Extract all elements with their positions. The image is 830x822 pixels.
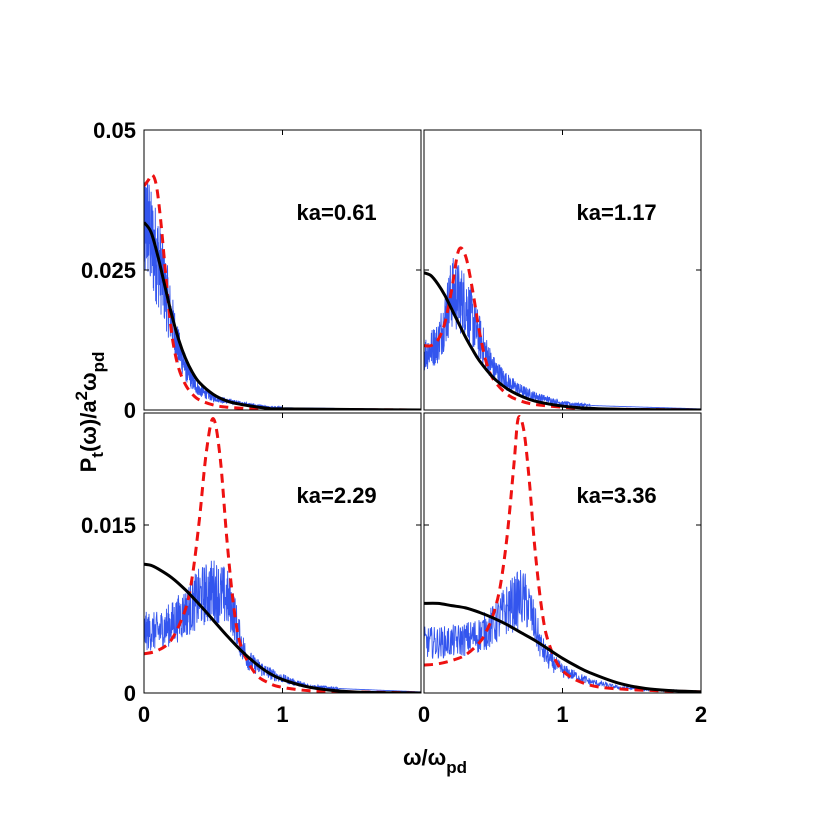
x-tick-label: 0 [418, 702, 430, 727]
panel-background [144, 130, 421, 410]
panel-label: ka=2.29 [297, 483, 377, 508]
panel-ka=0.61: ka=0.61 [143, 129, 422, 411]
x-axis-label: ω/ωpd [403, 745, 467, 777]
panel-label: ka=0.61 [297, 200, 377, 225]
series-theory-solid [424, 601, 701, 693]
series-theory-dashed [144, 417, 421, 693]
series-theory-solid [144, 562, 421, 693]
series-simulation [424, 258, 701, 410]
y-tick-label: 0 [124, 681, 136, 706]
y-tick-label: 0 [124, 398, 136, 423]
series-theory-dashed [424, 415, 701, 693]
series-theory-solid [144, 221, 421, 410]
x-tick-label: 1 [556, 702, 568, 727]
panel-label: ka=1.17 [577, 200, 657, 225]
panel-label: ka=3.36 [577, 483, 657, 508]
panel-background [144, 413, 421, 693]
y-tick-label: 0.015 [81, 513, 136, 538]
x-tick-label: 0 [138, 702, 150, 727]
panel-background [424, 130, 701, 410]
panel-ka=3.36: ka=3.36 [423, 412, 702, 694]
x-tick-label: 1 [276, 702, 288, 727]
series-theory-dashed [144, 173, 421, 410]
panels-group: ka=0.61 ka=1.17 ka=2.29 ka=3.36 [143, 129, 702, 694]
panel-background [424, 413, 701, 693]
panel-ka=1.17: ka=1.17 [423, 129, 702, 411]
y-axis-label: Pt(ω)/a2ωpd [72, 352, 108, 473]
panel-ka=2.29: ka=2.29 [143, 412, 422, 694]
series-theory-solid [424, 271, 701, 410]
y-tick-label: 0.05 [93, 118, 136, 143]
x-tick-label: 2 [695, 702, 707, 727]
y-tick-label: 0.025 [81, 258, 136, 283]
